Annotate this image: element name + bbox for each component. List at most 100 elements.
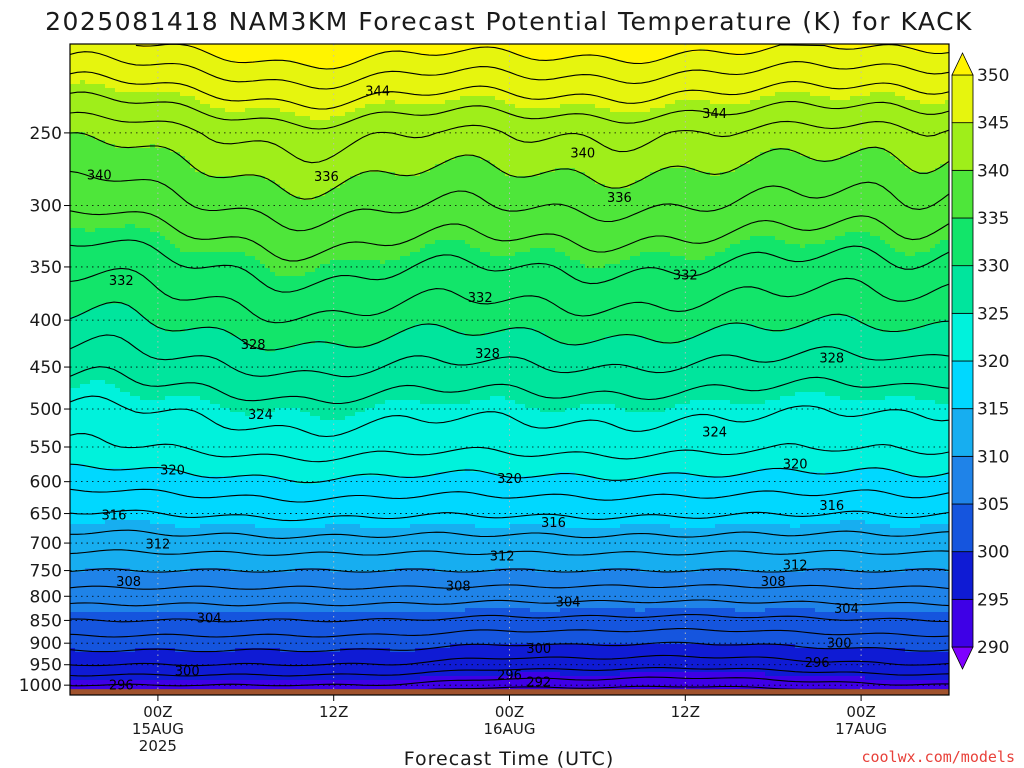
contour-label: 336 [607, 191, 632, 206]
colorbar-label: 320 [977, 352, 1009, 372]
colorbar-segment [951, 217, 974, 267]
contour-label: 304 [197, 612, 222, 627]
colorbar-label: 290 [977, 638, 1009, 658]
x-tick-label: 15AUG [132, 720, 184, 738]
colorbar-segment [951, 455, 974, 505]
ground-strip [70, 689, 949, 695]
y-axis: 250 300 350 400 450 500 550 600 650 700 750 800 850 9… [19, 124, 70, 696]
contour-line-314 [70, 529, 949, 539]
contour-line-316 [70, 509, 949, 522]
contour-line-332 [70, 267, 949, 324]
contour-label: 340 [87, 169, 112, 184]
colorbar-label: 335 [977, 209, 1009, 229]
y-tick-label: 950 [30, 656, 62, 676]
x-tick-label: 16AUG [484, 720, 536, 738]
ground-surface [70, 689, 949, 695]
colorbar-segment [951, 169, 974, 219]
contour-line-330 [70, 301, 949, 351]
contour-label: 312 [145, 538, 170, 553]
contour-label: 320 [497, 472, 522, 487]
x-tick-label: 17AUG [835, 720, 887, 738]
contour-label: 328 [241, 338, 266, 353]
x-axis-title: Forecast Time (UTC) [404, 748, 614, 768]
contour-label: 300 [175, 664, 200, 679]
contour-label: 332 [673, 268, 698, 283]
contour-label: 344 [702, 107, 727, 122]
contour-label: 312 [490, 549, 515, 564]
contour-label: 316 [541, 516, 566, 531]
contour-label: 300 [827, 637, 852, 652]
colorbar-label: 295 [977, 590, 1009, 610]
colorbar-label: 345 [977, 114, 1009, 134]
colorbar-segment [951, 360, 974, 410]
y-tick-label: 1000 [19, 676, 62, 696]
y-tick-label: 700 [30, 534, 62, 554]
y-tick-label: 600 [30, 473, 62, 493]
y-tick-label: 750 [30, 562, 62, 582]
colorbar-label: 300 [977, 543, 1009, 563]
contour-label: 304 [556, 596, 581, 611]
y-tick-label: 550 [30, 438, 62, 458]
contour-label: 312 [783, 559, 808, 574]
contour-label: 296 [109, 679, 134, 694]
colorbar-label: 325 [977, 304, 1009, 324]
contour-label: 332 [109, 274, 134, 289]
colorbar-segment [951, 52, 974, 76]
contour-line-304 [70, 613, 949, 623]
contour-label: 296 [805, 656, 830, 671]
y-tick-label: 500 [30, 400, 62, 420]
contour-line-298 [70, 654, 949, 667]
y-tick-label: 450 [30, 358, 62, 378]
colorbar-segment [951, 598, 974, 648]
contour-line-300 [70, 641, 949, 653]
y-tick-label: 800 [30, 587, 62, 607]
colorbar: 290 295 300 305 310 315 320 325 330 335 340 345 350 [951, 52, 1009, 670]
x-tick-label: 12Z [319, 703, 348, 721]
contour-line-320 [70, 463, 949, 484]
contour-label: 304 [834, 602, 859, 617]
contour-label: 344 [365, 84, 390, 99]
y-tick-label: 300 [30, 197, 62, 217]
x-tick-label: 12Z [671, 703, 700, 721]
contour-line-294 [70, 676, 949, 687]
contour-label: 320 [783, 458, 808, 473]
contour-line-344 [70, 91, 949, 130]
y-tick-label: 900 [30, 634, 62, 654]
colorbar-segment [951, 503, 974, 553]
y-tick-label: 350 [30, 258, 62, 278]
colorbar-segment [951, 74, 974, 124]
contour-label: 324 [248, 408, 273, 423]
contour-line-324 [70, 395, 949, 438]
contour-label: 324 [702, 426, 727, 441]
y-tick-label: 650 [30, 505, 62, 525]
contour-line-342 [70, 111, 949, 164]
contour-label: 316 [102, 508, 127, 523]
contour-label: 296 [497, 669, 522, 684]
contour-line-302 [70, 627, 949, 638]
y-tick-label: 850 [30, 611, 62, 631]
contour-label: 308 [446, 580, 471, 595]
contour-line-350 [135, 44, 949, 70]
credit-text: coolwx.com/models [861, 748, 1015, 766]
contour-label: 320 [160, 464, 185, 479]
x-tick-label: 2025 [139, 737, 177, 755]
y-tick-label: 250 [30, 124, 62, 144]
contour-label: 316 [819, 499, 844, 514]
contour-line-328 [70, 334, 949, 378]
filled-contours [70, 44, 949, 695]
contour-lines [70, 44, 949, 695]
chart-title: 2025081418 NAM3KM Forecast Potential Tem… [45, 7, 973, 36]
x-tick-label: 00Z [846, 703, 875, 721]
contour-line-336 [70, 210, 949, 262]
contour-label: 336 [314, 170, 339, 185]
contour-line-326 [70, 366, 949, 405]
contour-line-306 [70, 599, 949, 607]
contour-label: 292 [526, 675, 551, 690]
colorbar-label: 315 [977, 400, 1009, 420]
contour-line-340 [70, 132, 949, 200]
contour-line-310 [70, 568, 949, 573]
grid-lines [70, 44, 949, 695]
